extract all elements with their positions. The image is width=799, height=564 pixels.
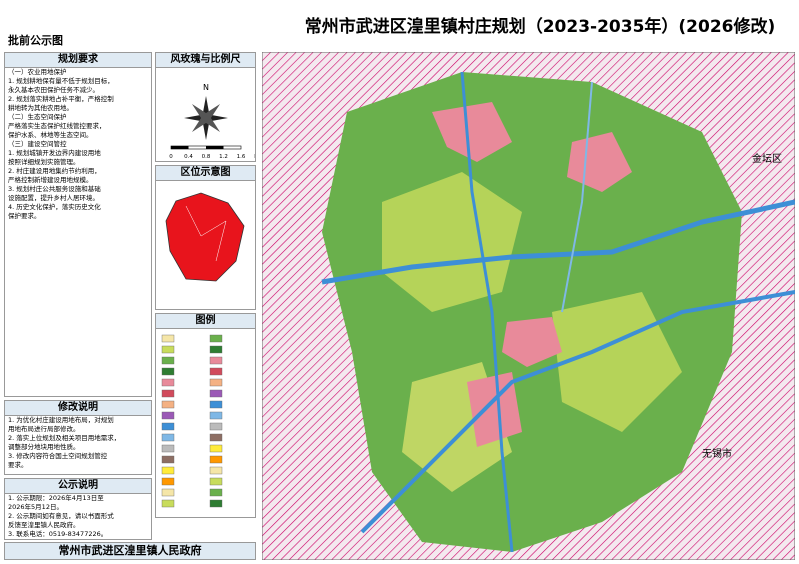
text-line: 设施配置，提升乡村人居环境。 xyxy=(8,194,99,202)
text-line: 3. 规划村庄公共服务设施和基础 xyxy=(8,185,101,193)
legend-swatch xyxy=(209,444,223,453)
location-map xyxy=(165,192,245,282)
legend-swatch xyxy=(209,400,223,409)
text-line: 耕地转为其他农用地。 xyxy=(8,104,73,112)
legend-swatch xyxy=(209,477,223,486)
legend-swatch xyxy=(161,367,175,376)
legend-swatch xyxy=(161,378,175,387)
text-line: 2. 落实上位规划及相关项目用地需求， xyxy=(8,434,121,442)
legend-swatch xyxy=(161,334,175,343)
legend-swatch xyxy=(209,345,223,354)
text-line: 要求。 xyxy=(8,461,28,469)
text: 1. 为优化村庄建设用地布局，对规划 用地布局进行局部修改。 2. 落实上位规划及相… xyxy=(5,416,151,470)
heading: 公示说明 xyxy=(5,479,151,494)
scale-label: km xyxy=(254,154,255,160)
text-line: 2026年5月12日。 xyxy=(8,503,63,511)
legend-swatch xyxy=(209,455,223,464)
title: 常州市武进区湟里镇村庄规划（2023-2035年）(2026修改) xyxy=(304,17,776,37)
text-line: （三）建设空间管控 xyxy=(8,140,67,148)
heading: 风玫瑰与比例尺 xyxy=(156,53,255,68)
legend-swatch xyxy=(161,455,175,464)
text-line: 保护水系、林地等生态空间。 xyxy=(8,131,93,139)
scale-label: 1.2 xyxy=(219,154,228,160)
legend-swatch xyxy=(209,433,223,442)
legend-swatch xyxy=(161,411,175,420)
scale-label: 0.4 xyxy=(184,154,193,160)
scale-label: 0 xyxy=(169,154,173,160)
text-line: 1. 规划耕地保有量不低于规划目标， xyxy=(8,77,114,85)
legend-swatch xyxy=(209,356,223,365)
requirements-panel: 规划要求 （一）农业用地保护 1. 规划耕地保有量不低于规划目标， 永久基本农田保护… xyxy=(4,52,152,397)
text-line: 2. 村庄建设用地集约节约利用， xyxy=(8,167,101,175)
scale-label: 0.8 xyxy=(202,154,211,160)
text-line: 1. 规划城镇开发边界内建设用地 xyxy=(8,149,101,157)
notice-panel: 公示说明 1. 公示期限：2026年4月13日至 2026年5月12日。 2. 公示… xyxy=(4,478,152,540)
text-line: 按照详细规划实施管理。 xyxy=(8,158,80,166)
text-line: 3. 修改内容符合国土空间规划管控 xyxy=(8,452,108,460)
north: N xyxy=(203,83,209,92)
text-line: 调整部分地块用地性质。 xyxy=(8,443,80,451)
location-panel: 区位示意图 xyxy=(155,165,256,310)
text-line: 1. 为优化村庄建设用地布局，对规划 xyxy=(8,416,114,424)
text-line: 2. 规划落实耕地占补平衡，严格控制 xyxy=(8,95,114,103)
text-line: （二）生态空间保护 xyxy=(8,113,67,121)
text-line: 严格控制新增建设用地规模。 xyxy=(8,176,93,184)
legend-swatch xyxy=(209,378,223,387)
legend-swatch xyxy=(161,389,175,398)
compass-panel: 风玫瑰与比例尺 N 0 0.4 0.8 1.2 1.6 km xyxy=(155,52,263,162)
legend-swatch xyxy=(161,422,175,431)
scale-label: 1.6 xyxy=(237,154,246,160)
text-line: 3. 联系电话：0519-83477226。 xyxy=(8,530,108,538)
legend-swatch xyxy=(161,356,175,365)
legend-swatch xyxy=(209,422,223,431)
revision-panel: 修改说明 1. 为优化村庄建设用地布局，对规划 用地布局进行局部修改。 2. 落实上… xyxy=(4,400,152,475)
legend-swatch xyxy=(209,389,223,398)
legend-panel: 图例 xyxy=(155,313,256,518)
legend-swatch xyxy=(209,488,223,497)
legend-swatch xyxy=(209,334,223,343)
heading: 图例 xyxy=(156,314,255,329)
legend-swatch xyxy=(161,345,175,354)
footer: 常州市武进区湟里镇人民政府 xyxy=(4,542,256,560)
legend-swatch xyxy=(161,433,175,442)
legend-swatch xyxy=(209,499,223,508)
text-line: 反馈至湟里镇人民政府。 xyxy=(8,521,80,529)
heading: 规划要求 xyxy=(5,53,151,68)
text-line: 1. 公示期限：2026年4月13日至 xyxy=(8,494,104,502)
text-line: 用地布局进行局部修改。 xyxy=(8,425,80,433)
legend-swatch xyxy=(161,477,175,486)
map-label: 金坛区 xyxy=(752,152,782,165)
legend-swatch xyxy=(161,488,175,497)
legend-swatch xyxy=(209,367,223,376)
legend-swatch xyxy=(161,499,175,508)
text-line: 保护要求。 xyxy=(8,212,41,220)
text-line: 永久基本农田保护任务不减少。 xyxy=(8,86,99,94)
text-line: （一）农业用地保护 xyxy=(8,68,67,76)
legend-swatch xyxy=(161,400,175,409)
legend-swatch xyxy=(161,444,175,453)
legend-swatch xyxy=(161,466,175,475)
compass: N 0 0.4 0.8 1.2 1.6 km xyxy=(169,83,263,160)
heading: 修改说明 xyxy=(5,401,151,416)
text-line: 严格落实生态保护红线管控要求， xyxy=(8,122,106,130)
legend-swatch xyxy=(209,466,223,475)
legend-swatch xyxy=(209,411,223,420)
heading: 区位示意图 xyxy=(156,166,255,181)
text: 1. 公示期限：2026年4月13日至 2026年5月12日。 2. 公示期间如有意… xyxy=(5,494,151,539)
map-label: 无锡市 xyxy=(702,447,732,460)
text-line: 4. 历史文化保护，落实历史文化 xyxy=(8,203,101,211)
text-line: 2. 公示期间如有意见，请以书面形式 xyxy=(8,512,114,520)
planning-map: 金坛区 无锡市 xyxy=(262,52,795,560)
stamp: 批前公示图 xyxy=(8,34,63,47)
rose xyxy=(184,96,228,140)
legend-swatches xyxy=(161,334,223,508)
text: （一）农业用地保护 1. 规划耕地保有量不低于规划目标， 永久基本农田保护任务不减少… xyxy=(5,68,151,221)
